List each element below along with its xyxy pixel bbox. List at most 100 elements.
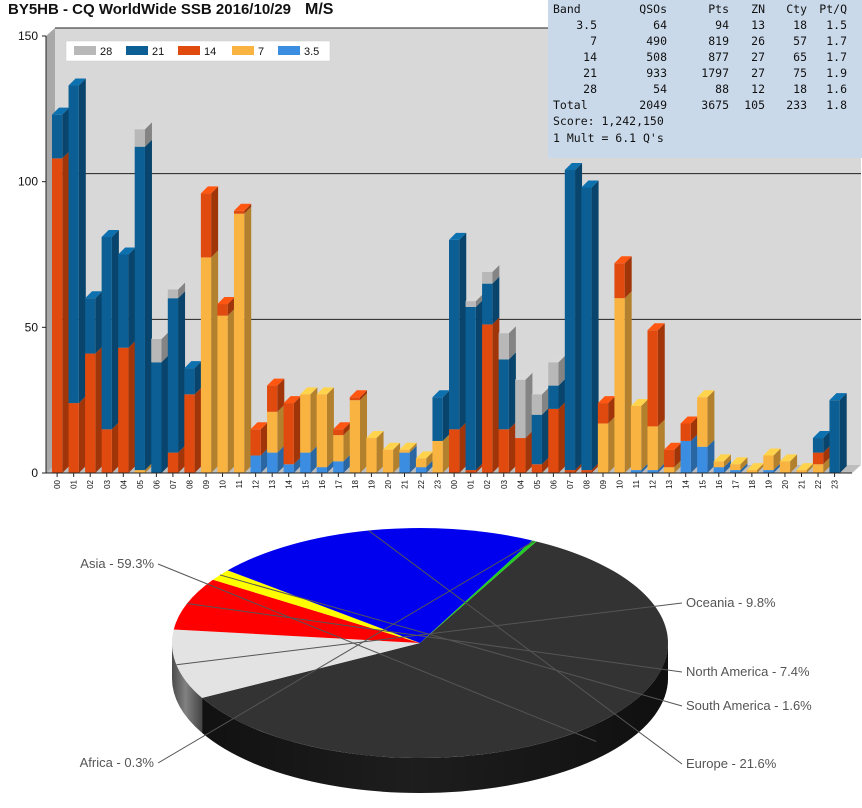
bar-7 [746, 470, 758, 473]
table-cell: 1.8 [826, 98, 847, 112]
x-tick-label: 23 [434, 479, 443, 488]
table-header-row: Band QSOs Pts ZN Cty Pt/Q [553, 1, 847, 17]
pie-slice [172, 629, 420, 698]
x-tick-label: 16 [318, 479, 327, 488]
table-cell: 65 [793, 50, 807, 64]
bar-28 [151, 338, 162, 363]
bar-21-side [194, 361, 202, 395]
bar-14 [118, 347, 129, 473]
chart-legend: 28 21 14 7 3.5 [65, 40, 331, 62]
bar-7-top [779, 454, 798, 462]
x-tick-label: 13 [665, 479, 674, 488]
bar-28 [482, 271, 493, 284]
bar-3.5 [333, 461, 344, 473]
pie-slice-label: South America - 1.6% [686, 698, 812, 713]
legend-label-3.5: 3.5 [304, 46, 319, 58]
bar-21-top [101, 230, 119, 238]
bar-21-top [581, 180, 599, 188]
bar-28-top [482, 264, 500, 272]
bar-14-side [194, 387, 202, 473]
table-cell: 57 [793, 34, 807, 48]
header-cell: Pts [708, 2, 729, 16]
bar-7-top [630, 398, 649, 406]
bar-14 [200, 193, 212, 258]
table-cell: 933 [646, 66, 667, 80]
bar-21 [812, 438, 824, 453]
table-cell: 1.5 [826, 18, 847, 32]
bar-marks [52, 78, 847, 474]
pie-leader-line [368, 530, 683, 765]
bar-21 [52, 114, 63, 159]
bar-7-top [796, 463, 814, 471]
bar-14-side [178, 445, 186, 473]
bar-7 [300, 394, 311, 453]
bar-14 [465, 470, 476, 473]
table-cell: Total [553, 98, 588, 112]
bar-14-top [349, 390, 368, 398]
bar-7-top [713, 454, 731, 462]
x-tick-label: 22 [417, 479, 426, 488]
bar-14-side [690, 416, 698, 441]
bar-21 [151, 362, 162, 473]
bar-21-side [591, 180, 599, 471]
category-label: M/S [305, 1, 334, 18]
bar-14 [283, 403, 294, 465]
bar-21-side [823, 431, 831, 453]
bar-7-side [393, 442, 401, 473]
bar-21 [101, 237, 112, 430]
legend-label-28: 28 [100, 46, 112, 58]
bar-14 [614, 263, 625, 299]
bar-28-top [531, 387, 549, 395]
bar-14-side [211, 186, 219, 258]
bar-21 [167, 298, 179, 453]
table-cell: 13 [751, 18, 765, 32]
x-tick-label: 07 [566, 479, 575, 488]
bar-21-top [564, 163, 583, 171]
pie-leader-line [157, 540, 535, 764]
x-tick-label: 10 [616, 479, 625, 488]
bar-7-side [244, 206, 252, 474]
bar-21-side [492, 276, 500, 325]
bar-7-side [757, 463, 765, 473]
bar-14 [531, 464, 542, 473]
bar-21 [184, 368, 195, 395]
bar-14 [664, 449, 675, 468]
table-cell: 7 [590, 34, 597, 48]
bar-14-side [624, 256, 632, 299]
bar-21-top [812, 431, 831, 439]
bar-7-top [316, 387, 334, 395]
bar-21-side [558, 378, 566, 409]
bar-28-side [541, 387, 549, 415]
bar-7-side [360, 393, 368, 473]
bar-21 [498, 359, 509, 430]
table-row: 7 490 819 26 57 1.7 [553, 33, 847, 49]
bar-7-side [426, 451, 434, 468]
bar-28 [515, 379, 526, 439]
table-total-row: Total 2049 3675 105 233 1.8 [553, 97, 847, 113]
table-cell: 1797 [701, 66, 729, 80]
bar-14-side [128, 340, 136, 473]
table-row: 21 933 1797 27 75 1.9 [553, 65, 847, 81]
bar-21-side [508, 352, 516, 430]
bar-7-top [415, 451, 434, 459]
legend-swatch-21 [126, 46, 148, 55]
bar-14-side [674, 442, 682, 468]
bar-21 [68, 85, 79, 404]
bar-7-side [657, 419, 665, 471]
bar-3.5-side [260, 448, 268, 473]
x-tick-label: 13 [268, 479, 277, 488]
bar-7 [630, 405, 642, 471]
bar-14-side [360, 390, 368, 401]
bar-21-side [111, 230, 119, 430]
bar-14-side [608, 396, 616, 424]
score-text: Score: 1,242,150 [553, 114, 664, 128]
table-cell: 26 [751, 34, 765, 48]
pie-side-shading [172, 643, 203, 733]
table-cell: 64 [653, 18, 667, 32]
bar-14-side [541, 457, 549, 473]
bar-28-side [475, 294, 483, 307]
header-cell: ZN [751, 2, 765, 16]
bar-7-side [773, 448, 781, 471]
